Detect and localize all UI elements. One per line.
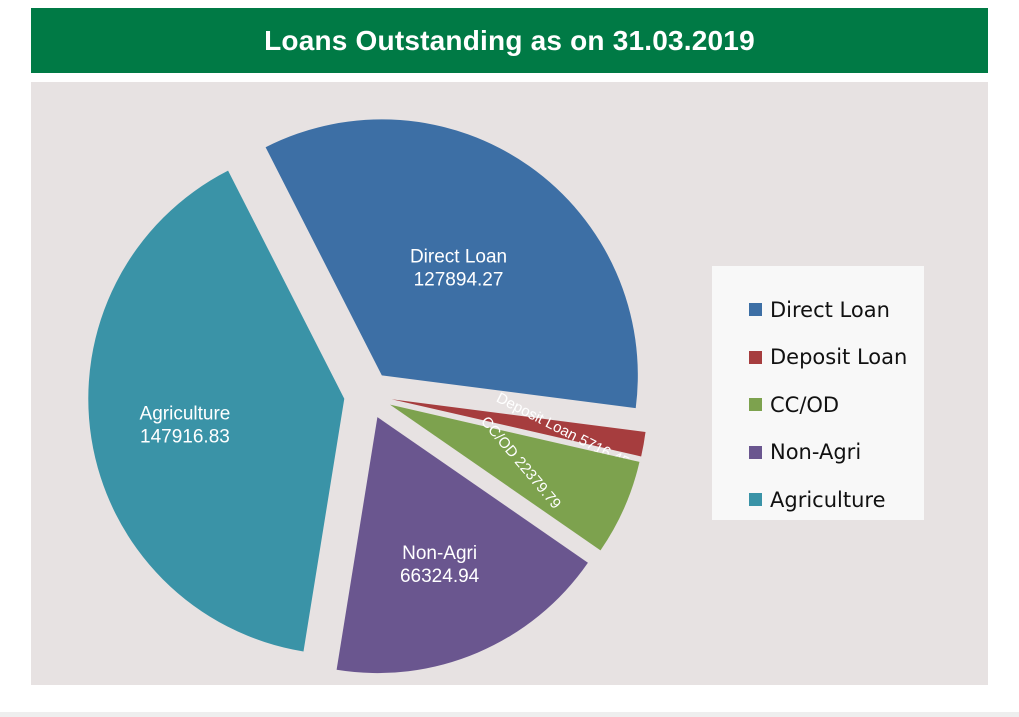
chart-title-bar: Loans Outstanding as on 31.03.2019 (31, 8, 988, 73)
footer-divider (0, 712, 1019, 717)
legend-label-cc-od: CC/OD (770, 392, 840, 417)
pie-slice-agriculture (88, 170, 345, 652)
slice-label-non-agri: Non-Agri 66324.94 (400, 543, 480, 587)
legend-swatch-agriculture (749, 493, 762, 507)
chart-legend: Direct Loan Deposit Loan CC/OD Non-Agri … (712, 266, 924, 520)
legend-label-non-agri: Non-Agri (770, 440, 862, 465)
pie-slice-deposit-loan (391, 399, 646, 457)
legend-label-deposit-loan: Deposit Loan (770, 345, 908, 370)
legend-item-deposit-loan: Deposit Loan (712, 334, 924, 382)
legend-item-non-agri: Non-Agri (712, 429, 924, 477)
pie-slice-cc-od (389, 404, 640, 551)
pie-slice-direct-loan (265, 119, 638, 409)
legend-swatch-non-agri (749, 445, 762, 459)
pie-slice-non-agri (336, 417, 588, 674)
legend-item-direct-loan: Direct Loan (712, 286, 924, 334)
legend-swatch-deposit-loan (749, 350, 762, 364)
legend-swatch-cc-od (749, 398, 762, 412)
chart-title: Loans Outstanding as on 31.03.2019 (264, 24, 755, 56)
slice-label-agriculture: Agriculture 147916.83 (140, 404, 231, 448)
legend-item-agriculture: Agriculture (712, 476, 924, 524)
slice-label-direct-loan: Direct Loan 127894.27 (410, 247, 507, 291)
legend-item-cc-od: CC/OD (712, 381, 924, 429)
legend-label-agriculture: Agriculture (770, 487, 886, 512)
legend-label-direct-loan: Direct Loan (770, 297, 890, 322)
legend-swatch-direct-loan (749, 303, 762, 317)
